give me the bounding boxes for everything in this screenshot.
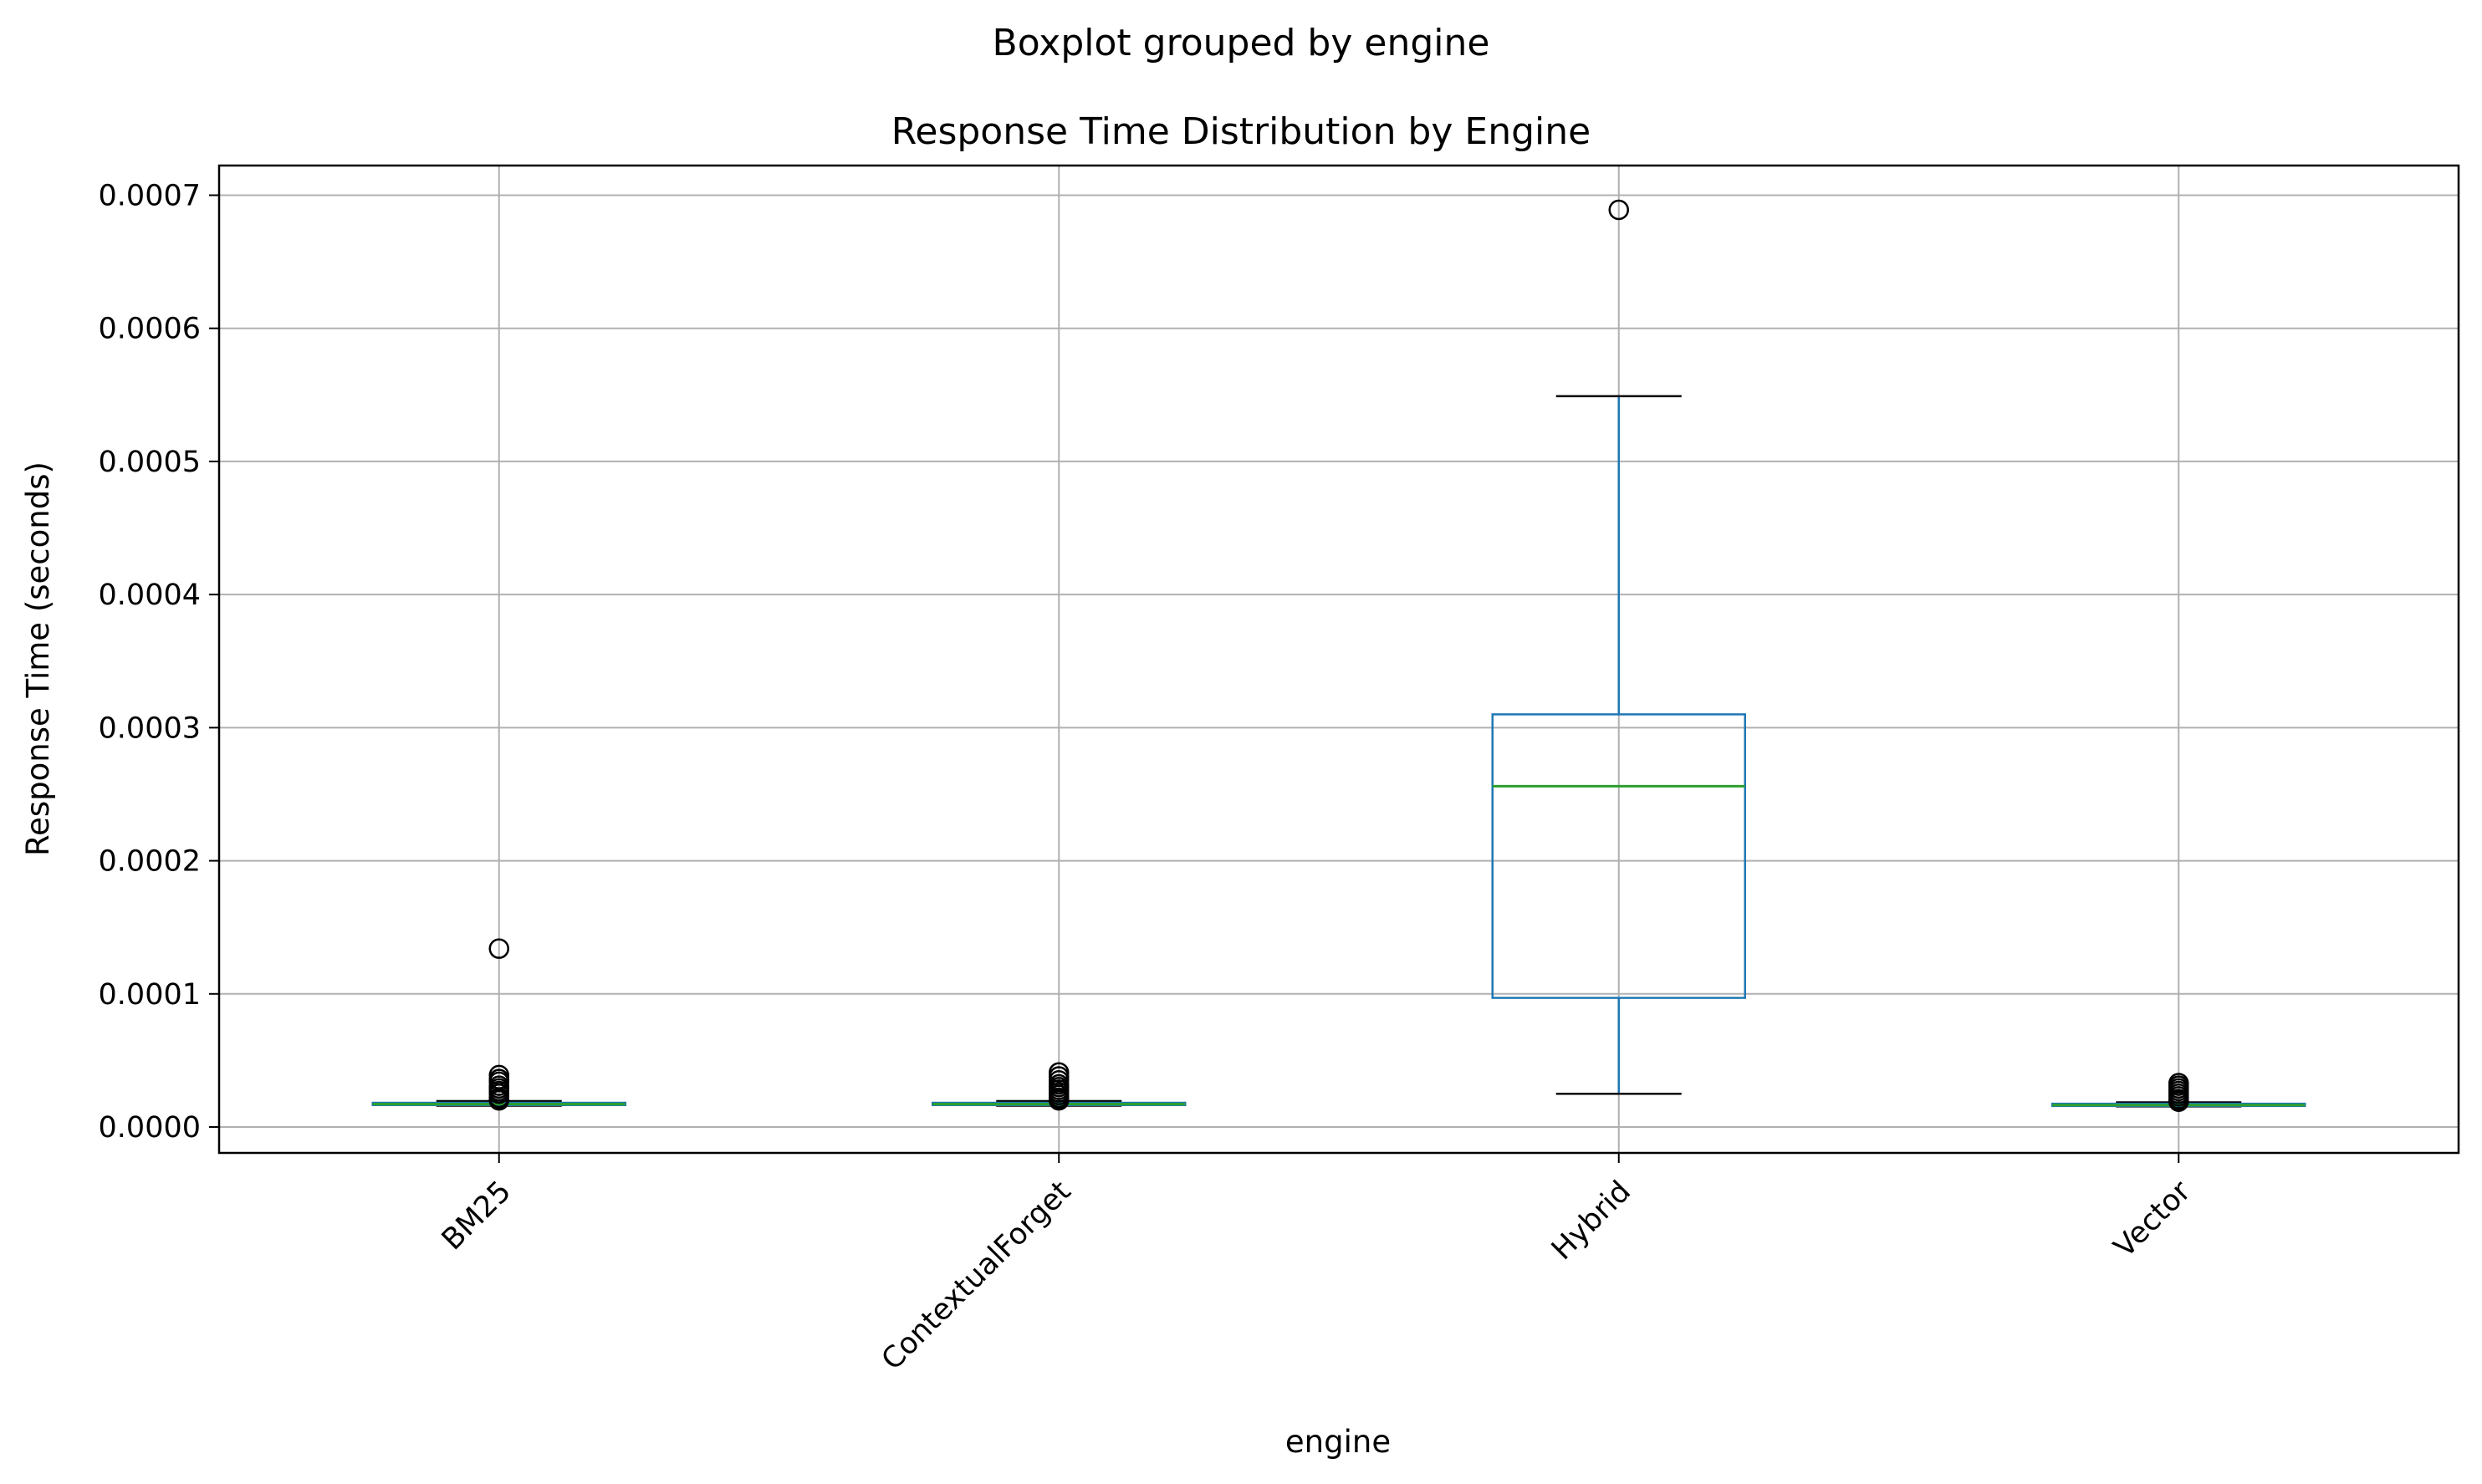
outlier-point — [1049, 1089, 1070, 1111]
iqr-box — [1491, 713, 1746, 999]
chart-suptitle: Boxplot grouped by engine — [993, 22, 1490, 64]
y-tick-label: 0.0000 — [99, 1111, 201, 1145]
y-tick-label: 0.0005 — [99, 446, 201, 479]
y-axis-ticks: 0.0000 0.0001 0.0002 0.0003 0.0004 0.0005 0.00… — [99, 180, 219, 1145]
outlier-point — [488, 938, 509, 959]
plot-frame — [217, 164, 2460, 1155]
plot-area — [219, 166, 2459, 1153]
outlier-point — [1608, 199, 1629, 221]
box-group-hybrid — [1491, 199, 1746, 1095]
chart-title: Response Time Distribution by Engine — [891, 110, 1591, 153]
box-group-vector — [2051, 1073, 2306, 1112]
outlier-point — [488, 1089, 509, 1111]
x-axis-label: engine — [1285, 1424, 1391, 1460]
box-elements — [371, 199, 2306, 1112]
outlier-point — [2168, 1091, 2189, 1112]
y-tick-label: 0.0004 — [99, 579, 201, 612]
y-tick-label: 0.0002 — [99, 845, 201, 879]
y-tick-label: 0.0006 — [99, 313, 201, 346]
y-tick-label: 0.0001 — [99, 978, 201, 1012]
y-tick-label: 0.0003 — [99, 711, 201, 745]
box-group-bm25 — [371, 938, 626, 1111]
y-axis-label: Response Time (seconds) — [20, 462, 56, 856]
box-group-contextualforget — [932, 1062, 1187, 1111]
y-tick-label: 0.0007 — [99, 180, 201, 213]
